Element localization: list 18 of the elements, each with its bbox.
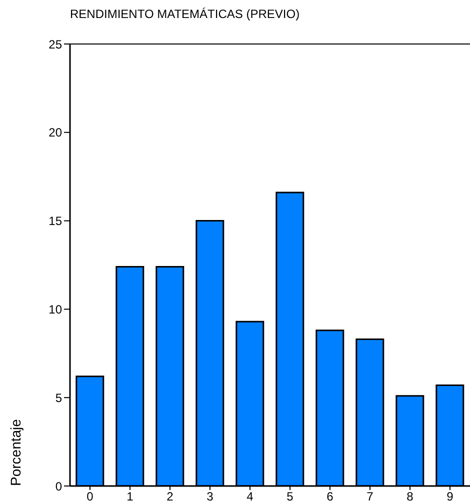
x-tick-label: 9 bbox=[446, 490, 454, 504]
x-tick-label: 7 bbox=[366, 490, 374, 504]
y-tick-label: 15 bbox=[48, 214, 62, 228]
y-axis-title: Porcentaje bbox=[8, 418, 24, 486]
y-tick-label: 20 bbox=[48, 126, 62, 140]
y-tick-label: 0 bbox=[55, 479, 62, 494]
x-tick-label: 3 bbox=[206, 490, 214, 504]
x-tick-label: 4 bbox=[246, 490, 254, 504]
x-tick-label: 1 bbox=[126, 490, 134, 504]
y-tick-label: 10 bbox=[48, 302, 62, 316]
chart-title: RENDIMIENTO MATEMÁTICAS (PREVIO) bbox=[70, 7, 300, 21]
x-tick-label: 2 bbox=[166, 490, 174, 504]
x-tick-label: 8 bbox=[406, 490, 414, 504]
x-tick-label: 6 bbox=[326, 490, 334, 504]
x-tick-label: 0 bbox=[86, 490, 94, 504]
y-tick-label: 5 bbox=[55, 390, 62, 405]
y-tick-label: 25 bbox=[48, 37, 62, 52]
x-tick-label: 5 bbox=[286, 490, 294, 504]
